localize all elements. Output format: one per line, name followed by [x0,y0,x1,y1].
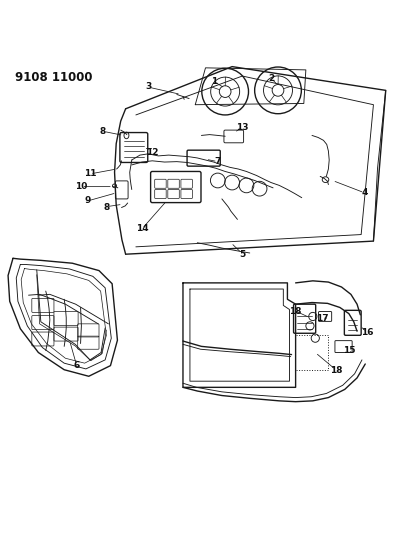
Text: 9108 11000: 9108 11000 [15,71,92,84]
Text: 18: 18 [330,367,343,375]
Text: 10: 10 [75,182,88,191]
Text: 18: 18 [289,307,301,316]
Text: 8: 8 [103,203,109,212]
Text: 1: 1 [210,77,217,86]
Text: 17: 17 [316,314,328,324]
Text: 14: 14 [136,224,148,233]
Text: 9: 9 [84,197,91,205]
Text: 2: 2 [268,74,274,83]
Text: 15: 15 [343,346,355,355]
Text: 6: 6 [73,361,80,370]
Text: 7: 7 [215,157,221,166]
Text: 8: 8 [100,127,106,136]
Text: 12: 12 [146,148,159,157]
Text: 11: 11 [84,169,96,179]
Text: 4: 4 [362,188,368,197]
Text: 13: 13 [236,123,249,132]
Text: 16: 16 [361,328,374,337]
Text: 5: 5 [239,250,245,259]
Text: 3: 3 [145,82,151,91]
